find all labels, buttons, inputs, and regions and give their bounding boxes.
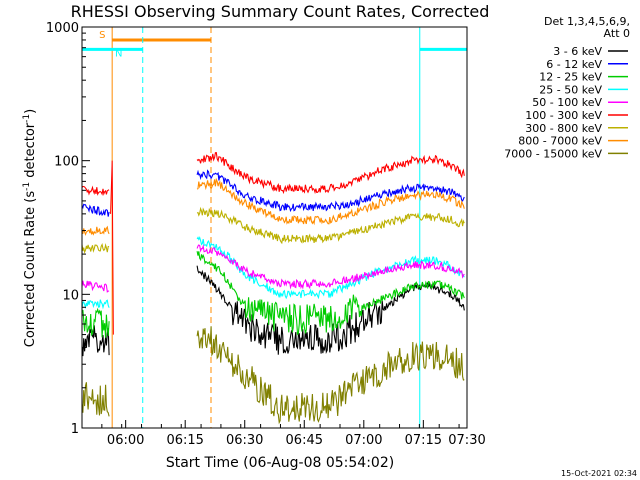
x-tick-label: 06:15: [166, 433, 203, 448]
series-line: [196, 177, 465, 226]
series-lines: [81, 151, 465, 425]
series-line: [81, 299, 110, 310]
x-tick-label: 07:15: [405, 433, 442, 448]
x-tick-label: 07:00: [345, 433, 382, 448]
legend-entry: 100 - 300 keV: [525, 109, 602, 122]
y-axis-label: Corrected Count Rate (s-1 detector-1): [22, 109, 38, 347]
x-tick-label: 07:30: [448, 433, 485, 448]
legend-header: Att 0: [604, 27, 630, 40]
series-line: [81, 382, 110, 417]
footer-date: 15-Oct-2021 02:34: [561, 469, 637, 478]
series-line: [81, 280, 110, 293]
series-spike: [110, 160, 114, 335]
x-tick-label: 06:00: [107, 433, 144, 448]
x-axis-ticks: 06:00 06:15 06:30 06:45 07:00 07:15 07:30: [101, 420, 486, 448]
series-line: [196, 244, 465, 290]
y-tick-label: 100: [54, 155, 79, 170]
legend-entry: 25 - 50 keV: [539, 83, 602, 96]
y-axis-ticks: 1 10 100 1000: [46, 21, 90, 437]
series-line: [196, 151, 465, 195]
series-line: [81, 307, 110, 338]
series-line: [196, 236, 465, 300]
plot-frame: [81, 26, 468, 429]
series-line: [81, 243, 110, 254]
series-line: [81, 225, 110, 236]
legend-entry: 12 - 25 keV: [539, 71, 602, 84]
series-line: [196, 206, 465, 245]
legend-entry: 300 - 800 keV: [525, 122, 602, 135]
x-tick-label: 06:45: [286, 433, 323, 448]
series-line: [196, 326, 465, 425]
interval-label: N: [115, 48, 122, 59]
legend-header: Det 1,3,4,5,6,9,: [544, 15, 630, 28]
series-line: [196, 265, 465, 355]
legend-entry: 6 - 12 keV: [546, 58, 602, 71]
series-line: [81, 325, 110, 357]
y-tick-label: 1: [71, 422, 79, 437]
chart-title: RHESSI Observing Summary Count Rates, Co…: [71, 2, 490, 21]
legend-entry: 7000 - 15000 keV: [504, 147, 602, 160]
legend-entry: 3 - 6 keV: [553, 45, 602, 58]
legend-entry: 800 - 7000 keV: [518, 135, 602, 148]
y-tick-label: 1000: [46, 21, 79, 36]
y-tick-label: 10: [62, 288, 79, 303]
interval-label: S: [99, 30, 105, 41]
legend-entry: 50 - 100 keV: [532, 96, 602, 109]
series-line: [196, 251, 465, 336]
x-tick-label: 06:30: [226, 433, 263, 448]
x-axis-label: Start Time (06-Aug-08 05:54:02): [166, 455, 394, 471]
series-line: [81, 185, 110, 196]
series-line: [196, 169, 465, 213]
series-line: [81, 203, 110, 217]
